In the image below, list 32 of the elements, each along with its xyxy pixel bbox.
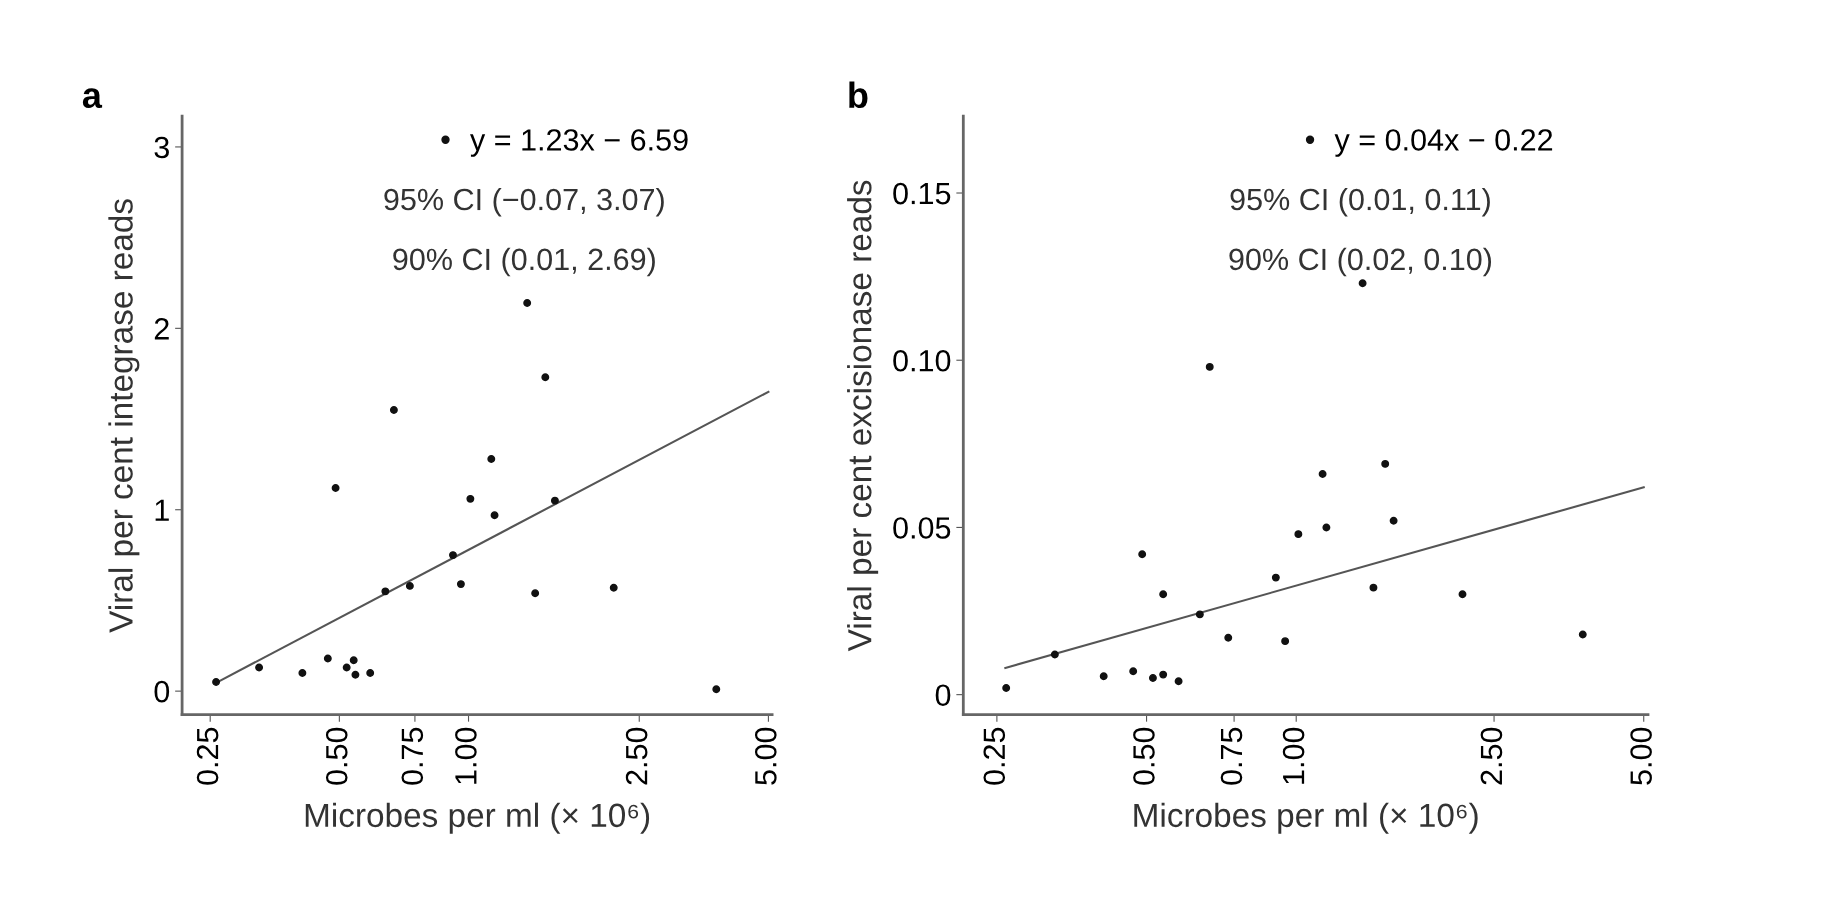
x-tick-label: 0.25 [983,727,1006,785]
x-tick-label: 5.00 [1630,727,1652,785]
x-axis-title: Microbes per ml (× 10⁶) [305,802,650,834]
y-tick-label: 0.15 [893,182,951,205]
annotation: 95% CI (−0.07, 3.07) [384,187,664,217]
y-tick-label: 2 [154,318,169,340]
x-tick-label: 2.50 [625,727,648,785]
legend-label: y = 0.04x − 0.22 [1334,129,1553,157]
x-tick-label: 5.00 [754,727,777,785]
y-tick-label: 0.05 [893,517,951,539]
y-tick-label: 1 [155,499,169,521]
x-tick-label: 0.25 [196,727,219,785]
annotation: 90% CI (0.01, 2.69) [393,247,655,277]
y-axis-title: Viral per cent excisionase reads [847,180,879,652]
x-tick-label: 0.50 [325,727,348,785]
y-axis-title: Viral per cent integrase reads [108,199,140,633]
x-axis-title: Microbes per ml (× 10⁶) [1134,802,1478,834]
x-tick-label: 0.50 [1133,727,1155,785]
x-tick-label: 1.00 [455,727,477,784]
annotation: 95% CI (0.01, 0.11) [1230,187,1490,217]
annotation: 90% CI (0.02, 0.10) [1229,247,1492,277]
y-tick-label: 0 [154,680,170,703]
y-tick-label: 0.10 [893,349,951,372]
chart-title: b [849,81,868,109]
x-tick-label: 0.75 [1220,727,1243,785]
y-tick-label: 3 [154,136,169,159]
x-tick-label: 1.00 [1282,727,1305,784]
x-tick-label: 0.75 [401,727,424,785]
y-tick-label: 0 [935,684,951,707]
chart-title: a [82,88,103,109]
legend-label: y = 1.23x − 6.59 [470,129,688,157]
x-tick-label: 2.50 [1480,727,1503,785]
